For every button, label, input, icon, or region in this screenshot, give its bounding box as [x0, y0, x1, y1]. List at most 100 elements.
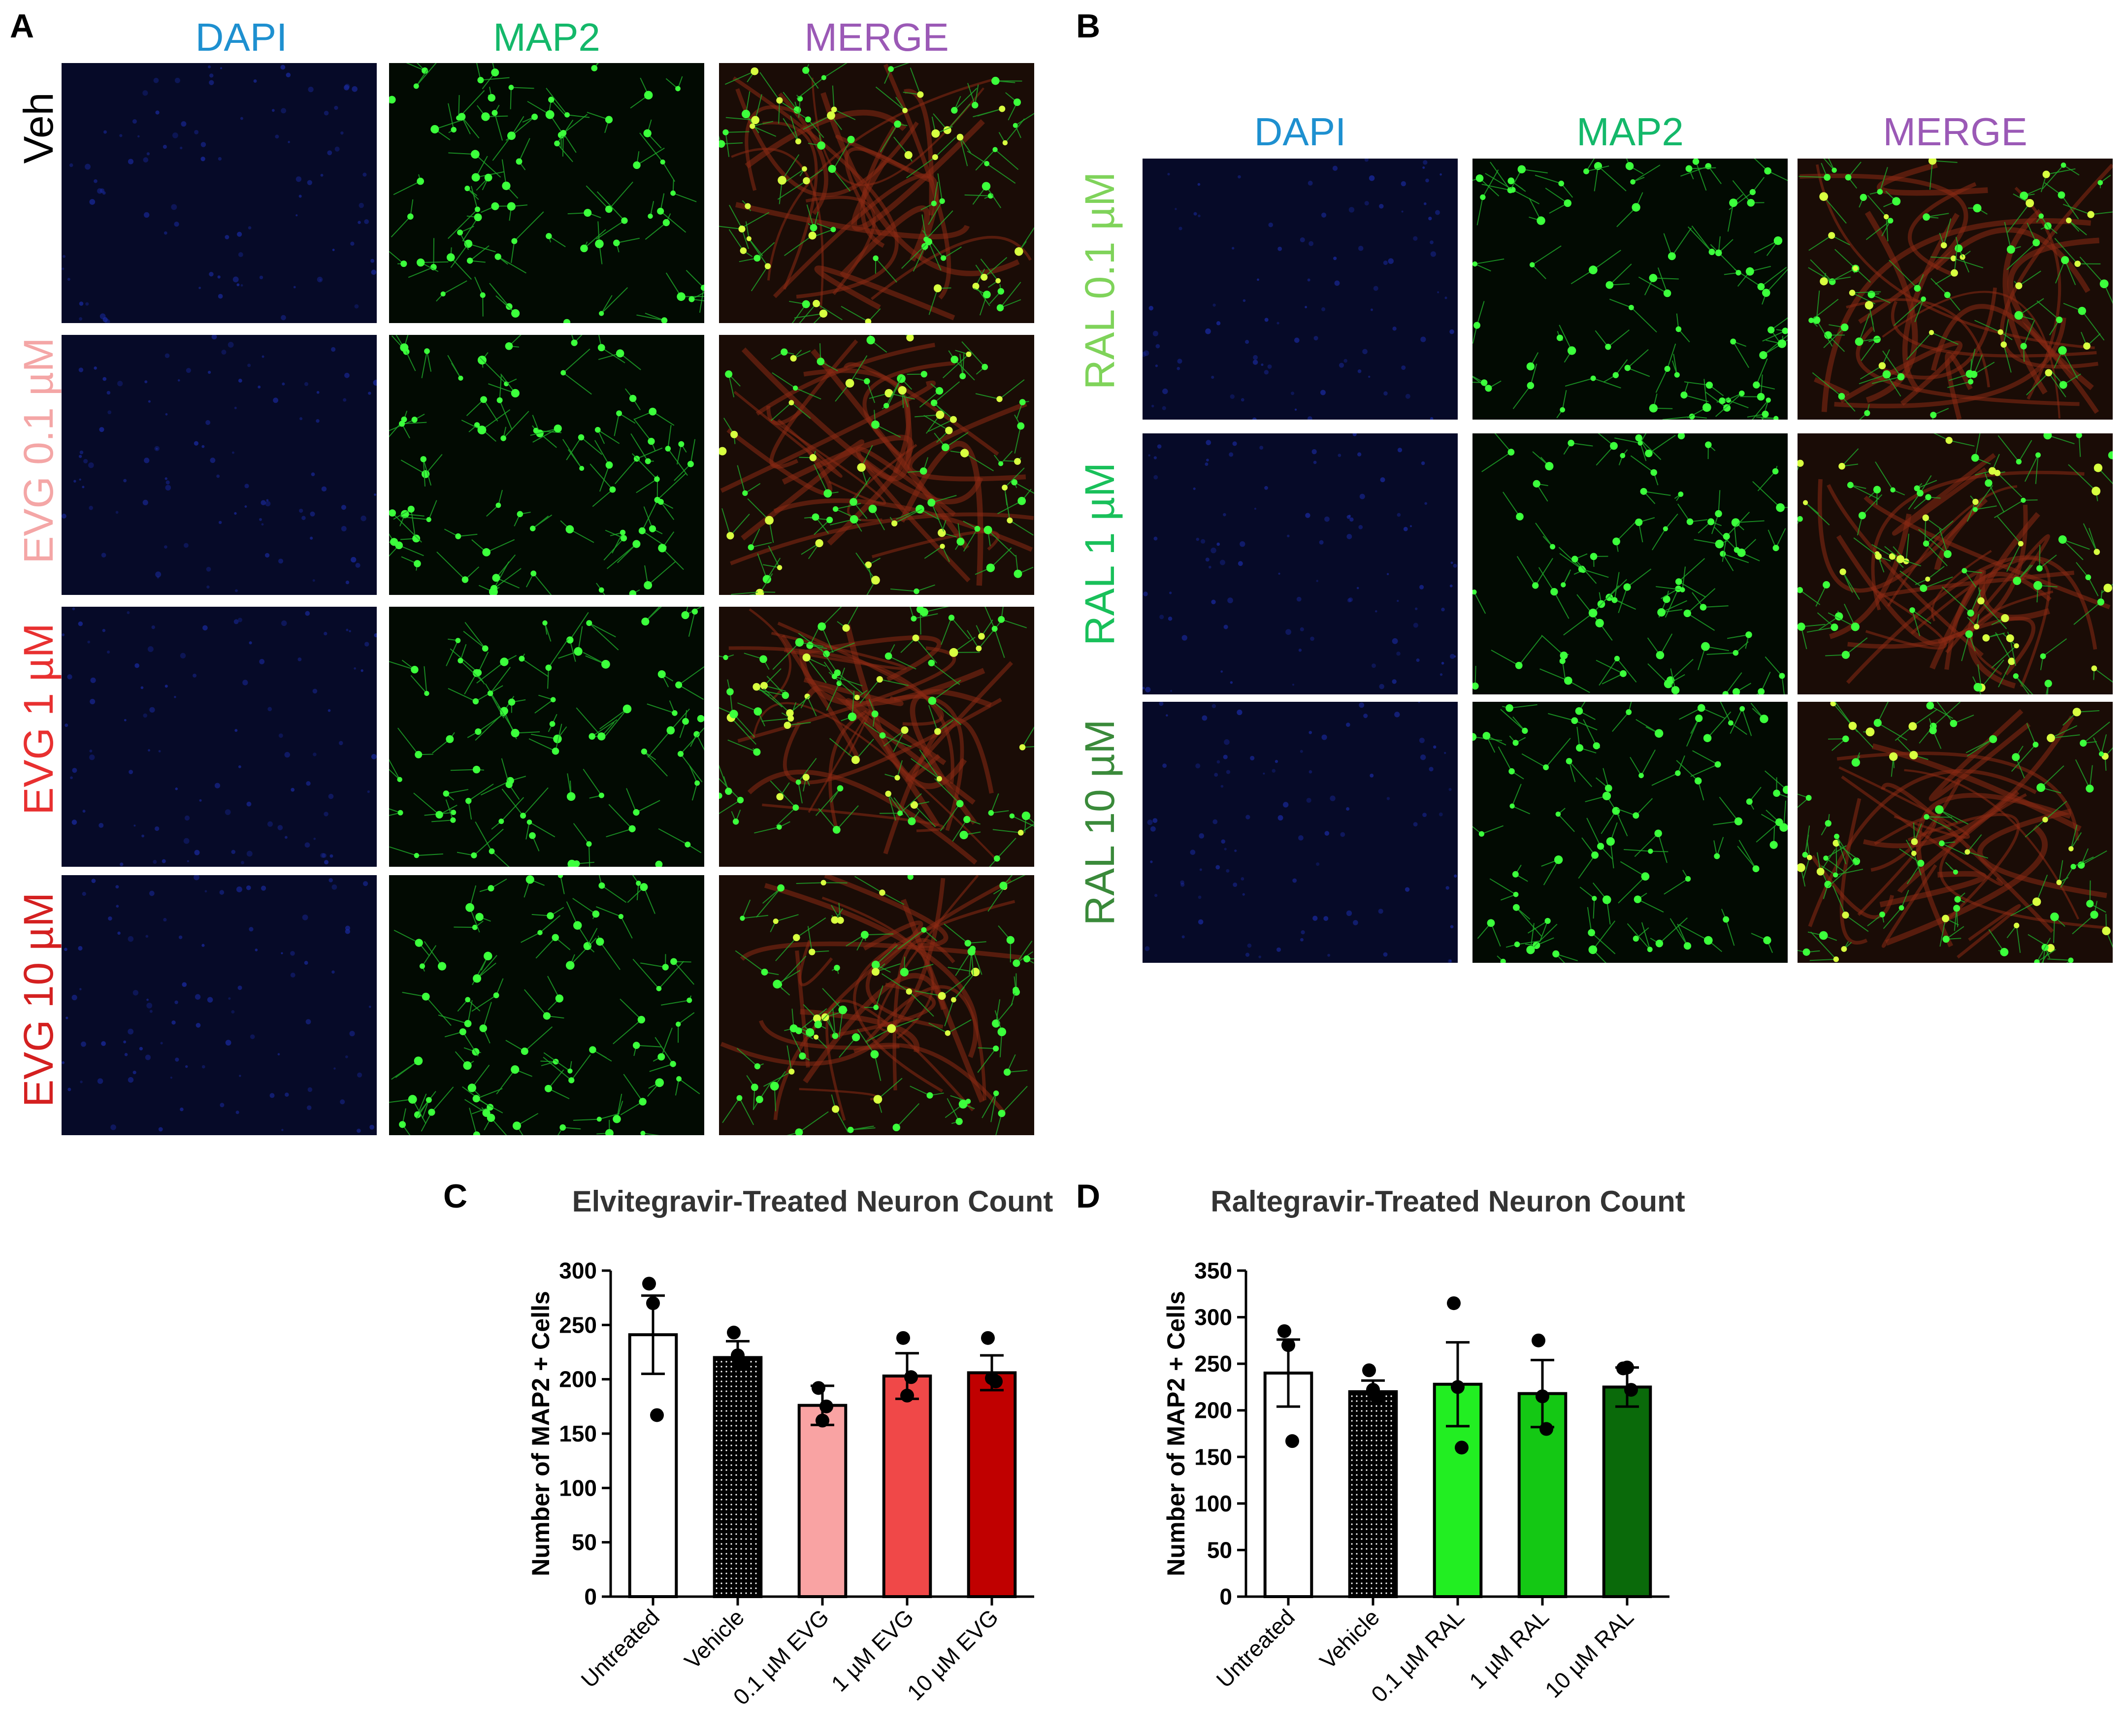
panel-b-image-2-map2	[1472, 433, 1788, 694]
chart-raltegravir: Raltegravir-Treated Neuron Count Number o…	[1162, 1185, 1685, 1707]
chart-d-bar	[1602, 1385, 1652, 1598]
chart-c-xtick-label: 1 µM EVG	[826, 1604, 918, 1696]
chart-c-ytick-label: 200	[559, 1367, 597, 1392]
panel-b-row-ral-0-1: RAL 0.1 µM	[1077, 171, 1123, 390]
chart-d-ytick-label: 200	[1194, 1398, 1232, 1423]
chart-d-xtick-label: Vehicle	[1314, 1604, 1384, 1674]
chart-d-point	[1277, 1324, 1291, 1338]
chart-c-bar	[713, 1356, 763, 1598]
chart-d-point	[1536, 1389, 1549, 1404]
chart-c-bar	[882, 1375, 932, 1598]
panel-a-row-evg-0-1: EVG 0.1 µM	[15, 337, 62, 564]
panel-a-image-4-map2	[389, 875, 704, 1135]
panel-b-image-2-dapi	[1143, 433, 1458, 694]
panel-b-col-dapi: DAPI	[1254, 110, 1346, 154]
panel-letter-d: D	[1076, 1178, 1101, 1215]
chart-c-ytick-label: 250	[559, 1312, 597, 1338]
panel-b-image-3-merge	[1798, 702, 2113, 963]
panel-a-image-3-map2	[389, 607, 704, 867]
panel-b-col-merge: MERGE	[1883, 110, 2028, 154]
chart-c-xtick-label: Vehicle	[679, 1604, 749, 1674]
chart-d-point	[1285, 1434, 1299, 1448]
chart-c-xtick-label: 10 µM EVG	[902, 1604, 1004, 1705]
chart-c-ytick-label: 100	[559, 1475, 597, 1501]
chart-c-ytick-label: 150	[559, 1421, 597, 1446]
panel-b-image-2-merge	[1798, 433, 2113, 694]
chart-d-ytick-label: 150	[1194, 1444, 1232, 1470]
panel-a-row-veh: Veh	[15, 92, 62, 164]
chart-d-point	[1447, 1296, 1461, 1310]
chart-d-point	[1362, 1363, 1376, 1377]
panel-a-image-4-merge	[719, 875, 1034, 1135]
chart-c-ylabel: Number of MAP2 + Cells	[527, 1291, 555, 1576]
panel-b-row-ral-1: RAL 1 µM	[1077, 462, 1123, 646]
panel-a-image-2-map2	[389, 335, 704, 595]
panel-a-image-1-map2	[389, 63, 704, 323]
chart-c-bar	[797, 1404, 848, 1598]
chart-d-point	[1539, 1422, 1553, 1436]
panel-a-image-2-dapi	[62, 335, 377, 595]
panel-b-image-3-map2	[1472, 702, 1788, 963]
chart-c-point	[816, 1413, 829, 1428]
panel-b-image-1-map2	[1472, 159, 1788, 420]
chart-c-ytick-label: 300	[559, 1258, 597, 1283]
chart-c-point	[981, 1331, 995, 1345]
chart-c-point	[904, 1370, 918, 1384]
panel-a-image-3-merge	[719, 607, 1034, 867]
panel-a-image-3-dapi	[62, 607, 377, 867]
chart-elvitegravir: Elvitegravir-Treated Neuron Count Number …	[527, 1185, 1053, 1710]
chart-d-ytick-label: 50	[1207, 1537, 1232, 1563]
chart-c-point	[735, 1357, 749, 1371]
chart-d-ytick-label: 300	[1194, 1305, 1232, 1330]
panel-b-row-ral-10: RAL 10 µM	[1077, 719, 1123, 926]
chart-d-title: Raltegravir-Treated Neuron Count	[1210, 1185, 1685, 1218]
panel-a-image-1-dapi	[62, 63, 377, 323]
chart-c-point	[646, 1296, 660, 1310]
chart-c-point	[642, 1277, 656, 1291]
panel-a-col-map2: MAP2	[493, 15, 600, 59]
chart-c-bar	[628, 1333, 678, 1598]
chart-d-ytick-label: 100	[1194, 1491, 1232, 1516]
chart-d-xtick-label: Untreated	[1211, 1604, 1300, 1693]
chart-c-point	[896, 1331, 910, 1345]
chart-d-point	[1455, 1441, 1469, 1455]
panel-a-image-2-merge	[719, 335, 1034, 595]
chart-d-point	[1281, 1338, 1295, 1352]
chart-c-point	[812, 1381, 825, 1395]
chart-d-point	[1451, 1380, 1465, 1394]
panel-a-row-evg-10: EVG 10 µM	[15, 892, 62, 1107]
chart-d-ytick-label: 250	[1194, 1351, 1232, 1376]
chart-d-bar	[1348, 1390, 1398, 1598]
panel-a-image-1-merge	[719, 63, 1034, 323]
chart-d-point	[1532, 1333, 1545, 1347]
chart-d-point	[1370, 1390, 1384, 1405]
chart-d-ytick-label: 350	[1194, 1258, 1232, 1283]
chart-c-point	[650, 1408, 664, 1422]
panel-letter-c: C	[443, 1178, 468, 1215]
chart-c-point	[727, 1325, 741, 1340]
chart-c-title: Elvitegravir-Treated Neuron Count	[572, 1185, 1053, 1218]
panel-a-col-dapi: DAPI	[195, 15, 288, 59]
chart-d-point	[1620, 1360, 1634, 1375]
chart-d-xtick-label: 10 µM RAL	[1540, 1604, 1638, 1703]
chart-d-xtick-label: 1 µM RAL	[1464, 1604, 1554, 1694]
panel-b-image-1-dapi	[1143, 159, 1458, 420]
chart-c-xtick-label: Untreated	[576, 1604, 664, 1693]
panel-a-image-4-dapi	[62, 875, 377, 1135]
panel-letter-b: B	[1076, 7, 1101, 45]
chart-c-point	[819, 1399, 833, 1413]
chart-c-point	[900, 1388, 914, 1403]
chart-d-ylabel: Number of MAP2 + Cells	[1162, 1291, 1190, 1576]
chart-c-ytick-label: 0	[584, 1584, 597, 1609]
panel-b-image-1-merge	[1798, 159, 2113, 420]
chart-d-ytick-label: 0	[1219, 1584, 1232, 1609]
panel-letter-a: A	[10, 7, 34, 45]
chart-c-bar	[967, 1371, 1017, 1598]
panel-a-row-evg-1: EVG 1 µM	[15, 623, 62, 815]
panel-b-image-3-dapi	[1143, 702, 1458, 963]
chart-d-point	[1624, 1383, 1638, 1397]
panel-b-col-map2: MAP2	[1576, 110, 1684, 154]
panel-a-col-merge: MERGE	[804, 15, 949, 59]
chart-c-point	[989, 1375, 1003, 1389]
chart-c-ytick-label: 50	[572, 1530, 597, 1555]
